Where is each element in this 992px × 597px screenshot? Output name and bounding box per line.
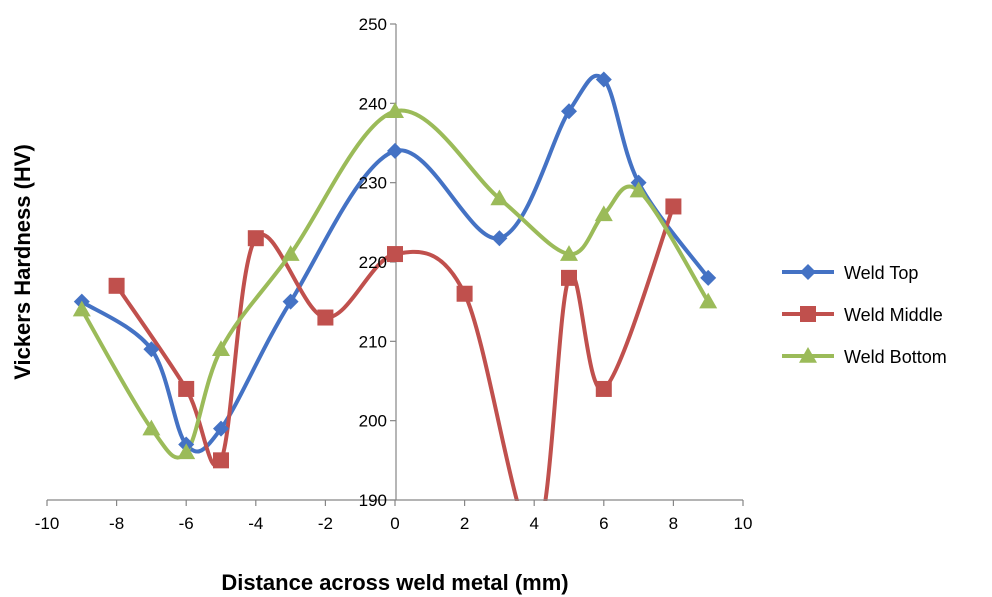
x-tick-label: 8 xyxy=(669,514,678,533)
y-axis-title: Vickers Hardness (HV) xyxy=(10,144,35,380)
point-weld-top xyxy=(213,420,229,437)
point-weld-top xyxy=(387,142,403,159)
y-tick-label: 190 xyxy=(359,491,387,510)
x-tick-label: -2 xyxy=(318,514,333,533)
x-tick-label: 2 xyxy=(460,514,469,533)
point-weld-bottom xyxy=(281,245,300,261)
point-weld-bottom xyxy=(699,292,718,309)
x-tick-label: 6 xyxy=(599,514,608,533)
point-weld-middle xyxy=(595,380,612,397)
y-tick-label: 200 xyxy=(359,412,387,431)
point-weld-bottom xyxy=(142,419,161,436)
legend-marker xyxy=(800,264,816,280)
legend-marker xyxy=(800,306,816,322)
point-weld-middle xyxy=(317,309,334,326)
point-weld-top xyxy=(595,71,612,88)
point-weld-middle xyxy=(108,277,125,294)
point-weld-bottom xyxy=(629,181,648,198)
point-weld-middle xyxy=(387,246,403,263)
point-weld-bottom xyxy=(72,300,91,317)
point-weld-bottom xyxy=(177,443,196,460)
point-weld-bottom xyxy=(386,102,404,119)
x-tick-label: -4 xyxy=(248,514,263,533)
point-weld-top xyxy=(561,103,577,120)
x-tick-label: 4 xyxy=(529,514,538,533)
series-line-weld-top xyxy=(79,73,711,454)
point-weld-middle xyxy=(178,380,195,397)
legend-item-weld-middle: Weld Middle xyxy=(782,305,943,325)
legend-label: Weld Bottom xyxy=(844,347,947,367)
legend-item-weld-bottom: Weld Bottom xyxy=(782,347,947,367)
point-weld-bottom xyxy=(212,340,230,357)
point-weld-middle xyxy=(561,269,577,286)
point-weld-top xyxy=(282,293,299,310)
axes-layer: -10 -8 -6 -4 -2 0 2 4 6 8 10 190 200 210 220 230 240 250 xyxy=(35,15,753,533)
point-weld-bottom xyxy=(490,189,509,206)
point-weld-bottom xyxy=(594,205,613,222)
y-tick-label: 250 xyxy=(359,15,387,34)
point-weld-top xyxy=(491,230,508,247)
legend-item-weld-top: Weld Top xyxy=(782,263,918,283)
x-tick-label: 10 xyxy=(734,514,753,533)
point-weld-middle xyxy=(456,285,473,302)
y-tick-label: 210 xyxy=(359,332,387,351)
y-tick-label: 220 xyxy=(359,253,387,272)
marker-layer xyxy=(72,71,718,469)
y-tick-label: 230 xyxy=(359,174,387,193)
point-weld-bottom xyxy=(560,245,578,261)
x-tick-label: 0 xyxy=(390,514,399,533)
point-weld-middle xyxy=(247,230,264,247)
point-weld-top xyxy=(700,269,717,286)
x-tick-label: -6 xyxy=(179,514,194,533)
point-weld-top xyxy=(143,341,160,358)
point-weld-middle xyxy=(213,452,229,469)
legend-label: Weld Top xyxy=(844,263,918,283)
y-tick-label: 240 xyxy=(359,94,387,113)
legend: Weld Top Weld Middle Weld Bottom xyxy=(782,263,947,367)
legend-label: Weld Middle xyxy=(844,305,943,325)
x-tick-label: -10 xyxy=(35,514,60,533)
point-weld-middle xyxy=(665,198,682,215)
x-tick-label: -8 xyxy=(109,514,124,533)
legend-marker xyxy=(799,347,817,363)
x-axis-title: Distance across weld metal (mm) xyxy=(221,570,568,595)
series-line-weld-bottom xyxy=(79,108,711,460)
